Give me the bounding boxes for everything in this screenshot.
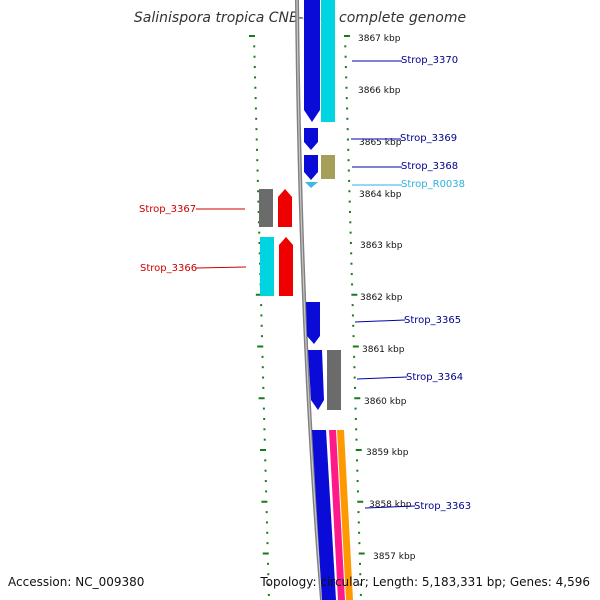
feature-label-strop-3367[interactable]: Strop_3367	[139, 204, 196, 215]
feature-glyph-pink-3363[interactable]	[329, 430, 345, 600]
feature-label-strop-r0038[interactable]: Strop_R0038	[401, 179, 465, 190]
feature-glyph-cyan-3366[interactable]	[260, 237, 274, 296]
genome-summary-text: Topology: circular; Length: 5,183,331 bp…	[260, 575, 590, 589]
feature-glyph-rna-cyan-top[interactable]	[321, 0, 335, 122]
feature-glyph-strop-3370[interactable]	[304, 0, 320, 122]
scale-label-3860: 3860 kbp	[364, 397, 407, 407]
scale-label-3859: 3859 kbp	[366, 448, 409, 458]
feature-label-strop-3363[interactable]: Strop_3363	[414, 501, 471, 512]
feature-label-strop-3364[interactable]: Strop_3364	[406, 372, 463, 383]
right-scale-ticks	[344, 35, 365, 596]
feature-glyph-strop-3367[interactable]	[278, 189, 292, 227]
left-scale-ticks	[248, 35, 270, 596]
accession-text: Accession: NC_009380	[8, 575, 145, 589]
scale-label-3863: 3863 kbp	[360, 241, 403, 251]
feature-glyph-strop-3366[interactable]	[279, 237, 293, 296]
feature-glyph-strop-3368[interactable]	[321, 155, 335, 179]
feature-glyph-orange-3363[interactable]	[337, 430, 353, 600]
genome-backbone-highlight	[296, 0, 323, 600]
scale-label-3865: 3865 kbp	[359, 138, 402, 148]
feature-glyph-strop-3369[interactable]	[304, 128, 318, 150]
feature-glyph-grey-3367[interactable]	[259, 189, 273, 227]
leader-line-strop-3363	[364, 505, 416, 509]
scale-label-3866: 3866 kbp	[358, 86, 401, 96]
feature-label-strop-3366[interactable]: Strop_3366	[140, 263, 197, 274]
feature-label-strop-3370[interactable]: Strop_3370	[401, 55, 458, 66]
scale-label-3861: 3861 kbp	[362, 345, 405, 355]
scale-label-3858: 3858 kbp	[369, 500, 412, 510]
feature-label-strop-3365[interactable]: Strop_3365	[404, 315, 461, 326]
feature-glyph-strop-3365[interactable]	[306, 302, 320, 344]
feature-label-strop-3369[interactable]: Strop_3369	[400, 133, 457, 144]
feature-glyph-strop-r0038[interactable]	[305, 182, 318, 188]
scale-label-3857: 3857 kbp	[373, 552, 416, 562]
scale-label-3862: 3862 kbp	[360, 293, 403, 303]
feature-label-strop-3368[interactable]: Strop_3368	[401, 161, 458, 172]
feature-glyph-strop-3364[interactable]	[308, 350, 324, 410]
scale-label-3867: 3867 kbp	[358, 34, 401, 44]
feature-glyph-grey-3364[interactable]	[327, 350, 341, 410]
leader-line-strop-3365	[354, 319, 406, 323]
leader-line-strop-3366	[195, 266, 247, 269]
leader-line-strop-3364	[356, 376, 408, 380]
scale-label-3864: 3864 kbp	[359, 190, 402, 200]
feature-glyph-strop-3368-a[interactable]	[304, 155, 318, 180]
feature-glyph-strop-3363[interactable]	[312, 430, 336, 600]
map-title: Salinispora tropica CNB-440, complete ge…	[133, 10, 467, 26]
